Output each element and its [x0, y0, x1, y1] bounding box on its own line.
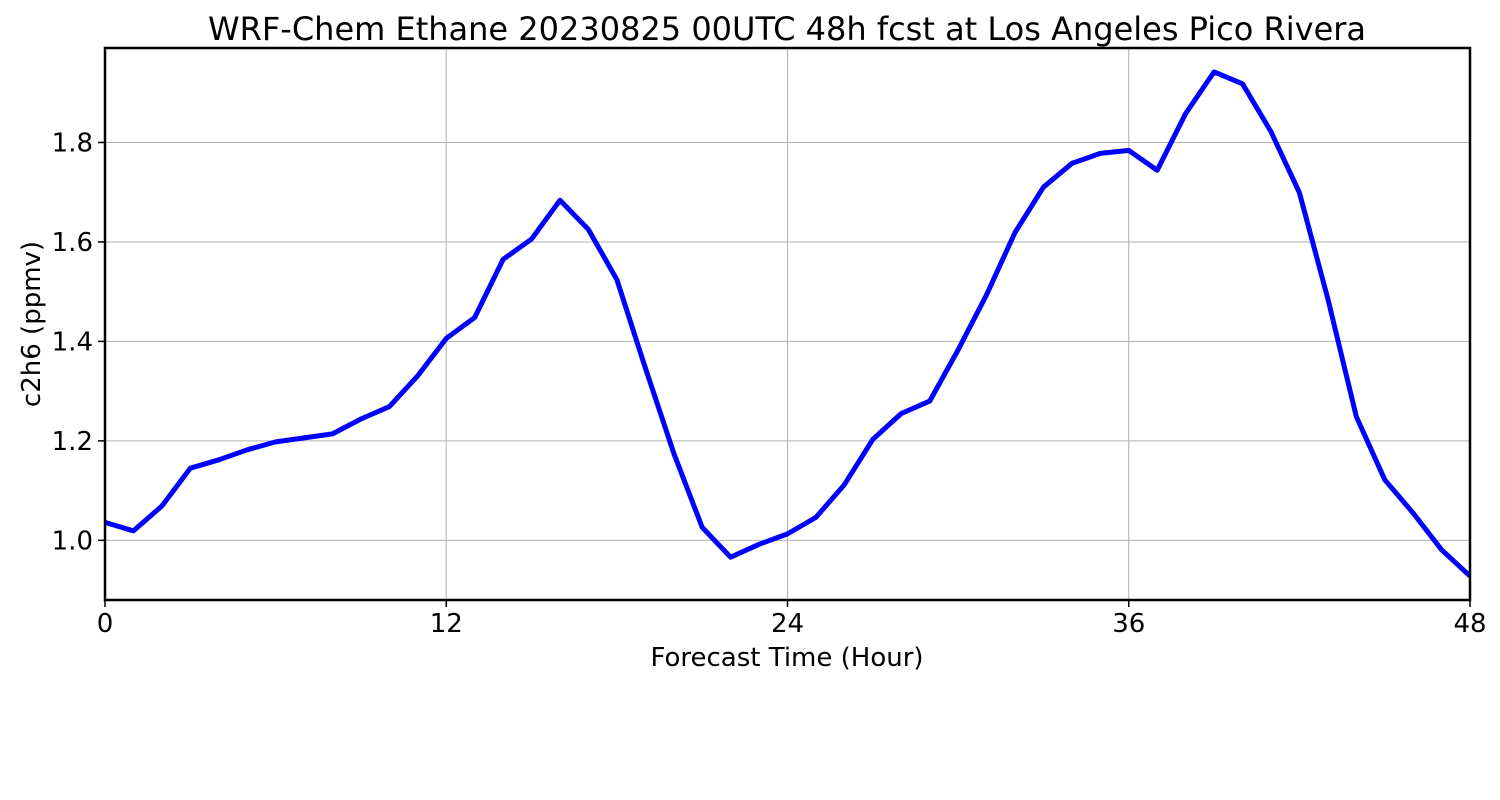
y-axis: 1.0 1.2 1.4 1.6 1.8 [52, 128, 105, 556]
y-axis-label: c2h6 (ppmv) [17, 241, 47, 407]
y-tick-label: 1.2 [52, 427, 93, 457]
y-tick-label: 1.0 [52, 526, 93, 556]
x-tick-label: 36 [1112, 609, 1145, 639]
series-line [104, 69, 1472, 578]
x-tick-label: 24 [771, 609, 804, 639]
y-tick-label: 1.4 [52, 327, 93, 357]
chart-title: WRF-Chem Ethane 20230825 00UTC 48h fcst … [208, 10, 1366, 48]
y-tick-label: 1.8 [52, 128, 93, 158]
y-tick-label: 1.6 [52, 228, 93, 258]
x-axis: 0 12 24 36 48 [97, 600, 1487, 639]
x-tick-label: 48 [1453, 609, 1486, 639]
x-tick-label: 0 [97, 609, 114, 639]
x-tick-label: 12 [430, 609, 463, 639]
x-axis-label: Forecast Time (Hour) [650, 643, 923, 673]
series-layer [104, 69, 1472, 578]
